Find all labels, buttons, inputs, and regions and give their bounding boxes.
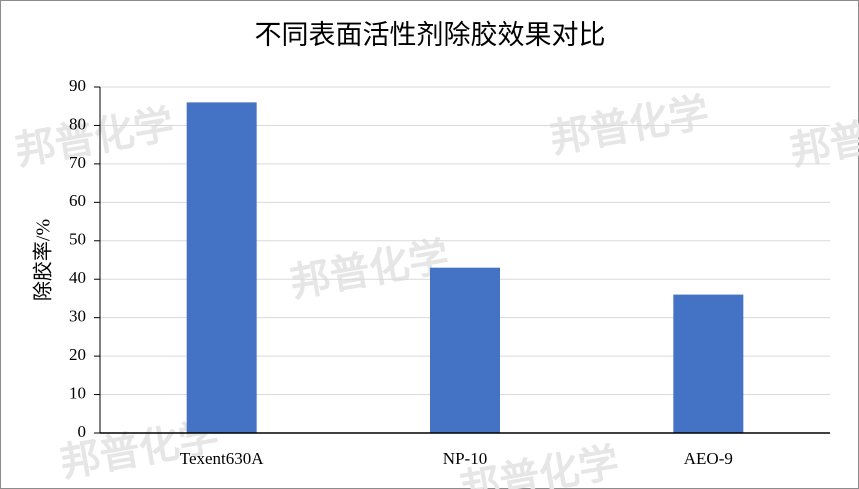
chart-title: 不同表面活性剂除胶效果对比 <box>255 20 606 50</box>
y-tick-label: 40 <box>69 268 86 287</box>
bar <box>673 294 744 433</box>
y-tick-label: 60 <box>69 191 86 210</box>
x-tick-label: NP-10 <box>443 449 487 468</box>
y-tick-label: 20 <box>69 345 86 364</box>
y-tick-label: 0 <box>78 422 87 441</box>
x-tick-label: AEO-9 <box>684 449 733 468</box>
y-axis-label: 除胶率/% <box>32 219 55 301</box>
y-tick-label: 50 <box>69 230 86 249</box>
y-tick-label: 30 <box>69 307 86 326</box>
y-tick-label: 70 <box>69 153 86 172</box>
bar <box>430 267 500 433</box>
y-tick-label: 80 <box>69 114 86 133</box>
x-tick-label: Texent630A <box>180 449 265 468</box>
y-tick-label: 90 <box>69 76 86 95</box>
bar <box>186 102 257 433</box>
y-tick-label: 10 <box>69 383 86 402</box>
